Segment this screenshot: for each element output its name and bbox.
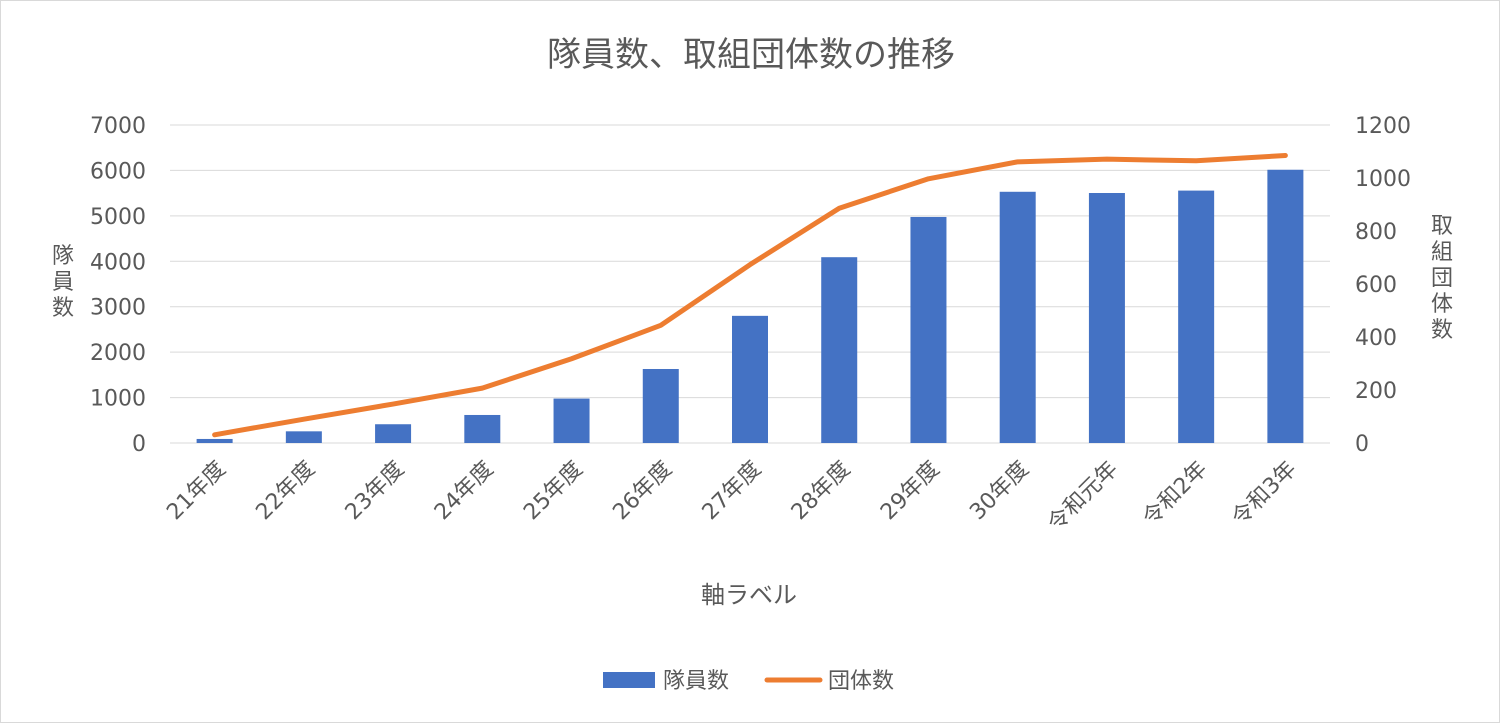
line-series [212, 152, 1288, 438]
y2-tick-label: 800 [1355, 220, 1397, 245]
x-tick-label: 令和元年 [1043, 457, 1123, 537]
x-axis-label: 軸ラベル [701, 581, 797, 609]
x-tick-label: 21年度 [162, 457, 231, 526]
chart-title: 隊員数、取組団体数の推移 [547, 35, 955, 75]
bar [464, 414, 501, 443]
y-tick-label: 4000 [90, 250, 146, 275]
y2-tick-label: 200 [1355, 379, 1397, 404]
right-axis-ticks: 0 200 400 600 800 1000 1200 [1355, 114, 1411, 457]
bar-series [196, 169, 1304, 444]
y-tick-label: 5000 [90, 205, 146, 230]
y2-tick-label: 1000 [1355, 167, 1411, 192]
legend: 隊員数 団体数 [603, 669, 894, 694]
x-tick-label: 令和2年 [1138, 457, 1212, 531]
x-tick-label: 22年度 [251, 457, 320, 526]
legend-swatch-bar [603, 672, 655, 688]
bar [910, 216, 947, 443]
bar [642, 368, 679, 443]
x-tick-label: 27年度 [698, 457, 767, 526]
y2-axis-label: 取組団体数 [1431, 214, 1453, 343]
y-tick-label: 0 [132, 432, 146, 457]
y-tick-label: 2000 [90, 341, 146, 366]
y2-tick-label: 600 [1355, 273, 1397, 298]
bar [1178, 190, 1215, 443]
y2-tick-label: 0 [1355, 432, 1369, 457]
y-tick-label: 3000 [90, 296, 146, 321]
bar [999, 191, 1036, 443]
legend-label-line: 団体数 [828, 669, 894, 694]
bar [553, 398, 590, 443]
x-tick-label: 25年度 [519, 457, 588, 526]
x-axis-ticks: 21年度 22年度 23年度 24年度 25年度 26年度 27年度 28年度 29年度 30年度… [162, 457, 1301, 537]
x-tick-label: 26年度 [608, 457, 677, 526]
x-tick-label: 24年度 [430, 457, 499, 526]
bar [1088, 193, 1125, 443]
bar [375, 424, 412, 443]
gridlines [170, 124, 1330, 444]
bar [196, 438, 233, 443]
x-tick-label: 28年度 [787, 457, 856, 526]
bar [732, 315, 768, 443]
x-tick-label: 30年度 [965, 457, 1034, 526]
x-tick-label: 29年度 [876, 457, 945, 526]
y-tick-label: 1000 [90, 387, 146, 412]
x-tick-label: 23年度 [341, 457, 410, 526]
y2-tick-label: 1200 [1355, 114, 1411, 139]
left-axis-ticks: 0 1000 2000 3000 4000 5000 6000 7000 [90, 114, 146, 457]
bar [1267, 169, 1304, 444]
legend-label-bar: 隊員数 [663, 669, 729, 694]
bar [285, 431, 322, 443]
y2-tick-label: 400 [1355, 326, 1397, 351]
y-axis-label: 隊員数 [52, 244, 74, 321]
bar [821, 257, 858, 443]
y-tick-label: 6000 [90, 159, 146, 184]
y-tick-label: 7000 [90, 114, 146, 139]
x-tick-label: 令和3年 [1227, 457, 1301, 531]
